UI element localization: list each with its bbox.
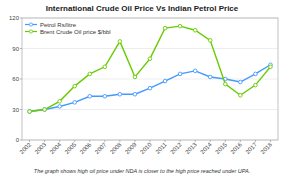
x-tick [59, 140, 60, 142]
x-tick-label: 2017 [244, 141, 258, 155]
legend-label: Petrol Rs/litre [40, 22, 77, 28]
x-tick [134, 140, 135, 142]
title: International Crude Oil Price Vs Indian … [46, 4, 239, 13]
data-point [254, 83, 258, 87]
x-tick-label: 2007 [94, 141, 108, 155]
data-point [254, 72, 258, 76]
x-tick [150, 140, 151, 142]
data-point [133, 75, 137, 79]
data-point [193, 28, 197, 32]
x-tick [195, 140, 196, 142]
series-line [30, 65, 271, 112]
y-tick-label: 30 [12, 107, 19, 113]
grid-line [22, 109, 278, 110]
x-tick-label: 2014 [199, 141, 213, 155]
y-tick-label: 0 [16, 137, 20, 143]
data-point [28, 110, 32, 114]
x-tick [225, 140, 226, 142]
data-point [43, 108, 47, 112]
data-point [118, 92, 122, 96]
x-tick-label: 2013 [184, 141, 198, 155]
data-point [73, 84, 77, 88]
data-point [28, 110, 32, 114]
x-tick-label: 2012 [169, 141, 183, 155]
x-tick-label: 2018 [259, 141, 273, 155]
data-point [58, 100, 62, 104]
y-tick-label: 120 [9, 15, 20, 21]
data-point [103, 65, 107, 69]
x-tick-label: 2008 [109, 141, 123, 155]
x-tick-label: 2011 [154, 141, 168, 155]
data-point [133, 92, 137, 96]
x-tick-label: 2004 [49, 141, 63, 155]
x-tick [29, 140, 30, 142]
x-tick [119, 140, 120, 142]
x-tick [270, 140, 271, 142]
data-point [163, 79, 167, 83]
x-tick-label: 2005 [64, 141, 78, 155]
x-tick-label: 2015 [214, 141, 228, 155]
subtitle: The graph shows high oil price under NDA… [34, 168, 250, 174]
y-tick-label: 90 [12, 46, 19, 52]
data-point [208, 75, 212, 79]
data-point [43, 108, 47, 112]
x-tick [180, 140, 181, 142]
chart: International Crude Oil Price Vs Indian … [0, 0, 284, 178]
x-tick [89, 140, 90, 142]
data-point [73, 101, 77, 105]
plot-area [28, 24, 273, 113]
data-point [88, 72, 92, 76]
data-point [118, 40, 122, 44]
data-point [208, 39, 212, 43]
data-point [178, 24, 182, 28]
data-point [239, 93, 243, 97]
data-point [223, 82, 227, 86]
legend-label: Brent Crude Oil price $/bbl [40, 29, 111, 35]
y-tick-label: 60 [12, 76, 19, 82]
legend-marker [29, 30, 32, 33]
x-tick [104, 140, 105, 142]
legend-marker [29, 23, 32, 26]
series-line [30, 26, 271, 111]
data-point [88, 94, 92, 98]
data-point [193, 69, 197, 73]
grid-line [22, 79, 278, 80]
x-tick-label: 2016 [229, 141, 243, 155]
x-tick-label: 2002 [19, 141, 33, 155]
x-tick-label: 2006 [79, 141, 93, 155]
data-point [163, 26, 167, 30]
data-point [148, 86, 152, 90]
x-tick [165, 140, 166, 142]
data-point [103, 94, 107, 98]
legend: Petrol Rs/litreBrent Crude Oil price $/b… [25, 22, 111, 35]
x-tick-label: 2009 [124, 141, 138, 155]
x-tick [255, 140, 256, 142]
x-tick [74, 140, 75, 142]
data-point [178, 72, 182, 76]
data-point [269, 65, 273, 69]
grid-line [22, 48, 278, 49]
x-tick-label: 2010 [139, 141, 153, 155]
plot-frame [22, 18, 278, 140]
x-tick [240, 140, 241, 142]
x-tick [44, 140, 45, 142]
x-tick-label: 2003 [34, 141, 48, 155]
data-point [148, 57, 152, 61]
data-point [239, 80, 243, 84]
data-point [58, 105, 62, 109]
x-tick [210, 140, 211, 142]
